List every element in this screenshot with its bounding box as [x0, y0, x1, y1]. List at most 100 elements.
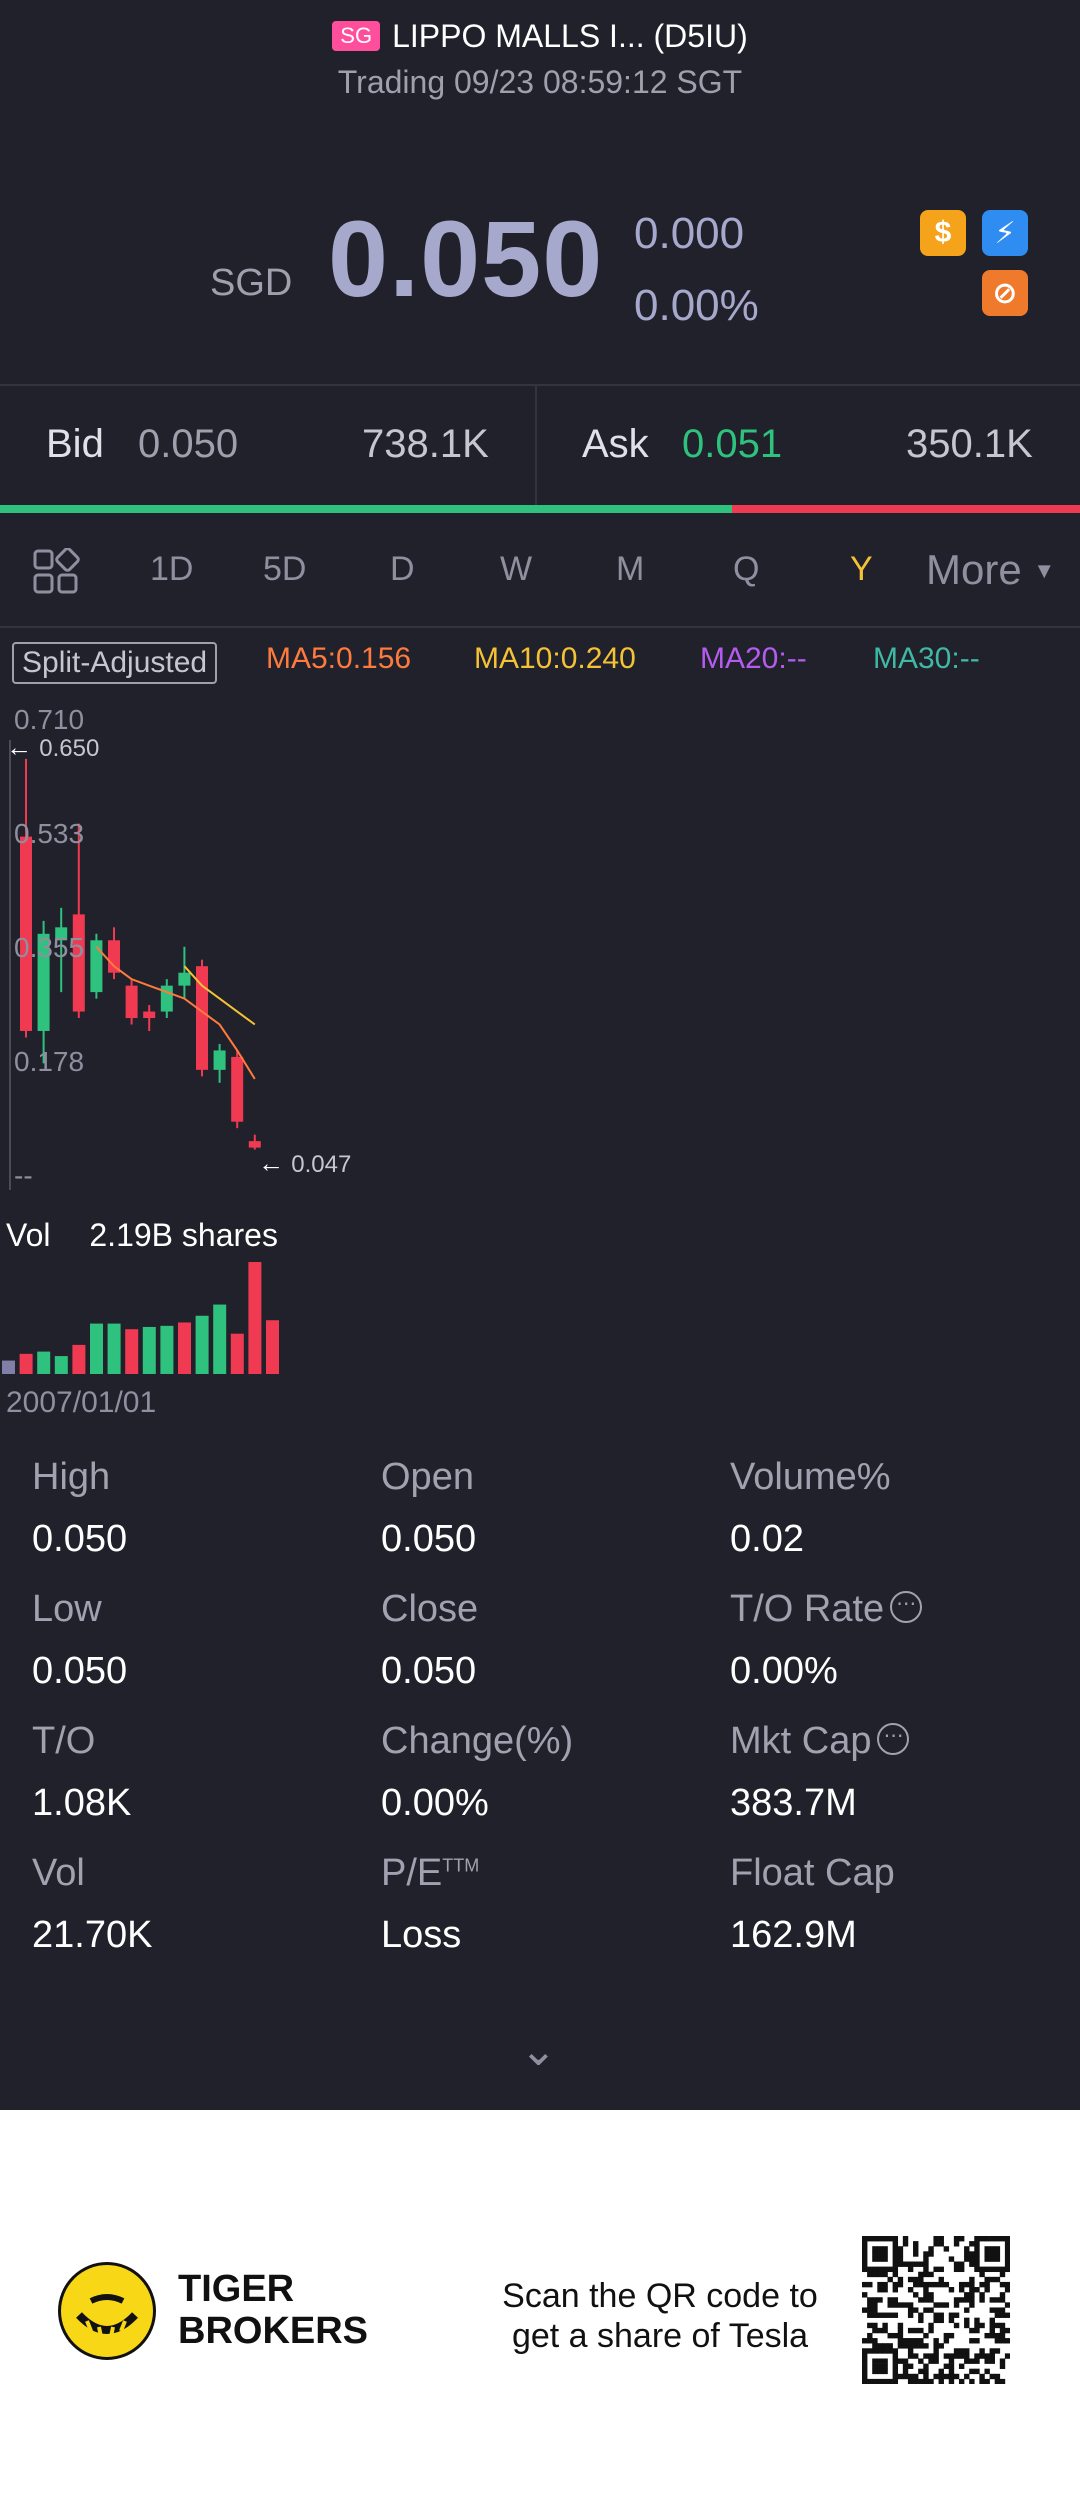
tab-more[interactable]: More ▼ [926, 546, 1055, 594]
tab-m[interactable]: M [616, 550, 645, 588]
x-axis-start-date: 2007/01/01 [6, 1386, 157, 1419]
qr-module [964, 2251, 970, 2257]
stat-label[interactable]: T/O Rate ⋯ [730, 1588, 923, 1631]
qr-module [974, 2358, 980, 2364]
stat-value: 21.70K [32, 1914, 153, 1956]
volume-value: 2.19B shares [89, 1217, 278, 1253]
volume-bar [195, 1315, 209, 1374]
qr-module [964, 2373, 970, 2380]
qr-module [948, 2368, 955, 2375]
qr-module [948, 2312, 955, 2318]
dollar-icon[interactable]: $ [920, 210, 966, 256]
qr-module [984, 2353, 990, 2359]
qr-module [979, 2266, 985, 2273]
qr-module [877, 2297, 883, 2303]
qr-module [974, 2261, 980, 2267]
qr-module [984, 2287, 990, 2293]
qr-module [938, 2368, 944, 2375]
qr-module [938, 2236, 944, 2242]
qr-module [933, 2353, 939, 2359]
qr-module [872, 2322, 878, 2329]
tab-q[interactable]: Q [733, 550, 760, 588]
qr-module [953, 2312, 960, 2318]
qr-module [948, 2373, 955, 2380]
qr-module [1004, 2327, 1010, 2334]
qr-module [999, 2307, 1006, 2313]
promo-line-1: Scan the QR code to [502, 2277, 818, 2315]
qr-module [928, 2358, 934, 2364]
tab-5d[interactable]: 5D [263, 550, 307, 588]
split-adjusted-button[interactable]: Split-Adjusted [12, 642, 218, 684]
qr-module [1004, 2281, 1010, 2288]
info-icon[interactable]: ⋯ [890, 1590, 923, 1623]
qr-module [892, 2312, 899, 2318]
volume-bar [72, 1344, 86, 1374]
qr-module [897, 2256, 904, 2262]
candle-body [143, 1011, 156, 1019]
qr-module [933, 2348, 939, 2354]
lightning-icon[interactable]: ⚡ [982, 210, 1028, 256]
qr-module [933, 2236, 939, 2242]
volume-bar [90, 1323, 103, 1374]
qr-module [948, 2256, 955, 2262]
grid-layout-icon[interactable] [32, 547, 80, 596]
qr-module [918, 2343, 924, 2349]
candle-body [160, 985, 173, 1012]
qr-module [994, 2322, 1001, 2329]
info-icon[interactable]: ⋯ [877, 1722, 910, 1755]
qr-module [897, 2302, 904, 2308]
qr-module [964, 2322, 970, 2329]
qr-module [918, 2312, 924, 2318]
qr-module [1004, 2261, 1010, 2267]
tab-d[interactable]: D [390, 550, 415, 588]
qr-module [933, 2302, 939, 2308]
qr-module [897, 2322, 904, 2329]
qr-module [994, 2276, 1001, 2283]
qr-module [897, 2373, 904, 2380]
qr-module [938, 2302, 944, 2308]
qr-module [892, 2281, 899, 2288]
bid-size: 738.1K [362, 422, 489, 466]
qr-module [994, 2338, 1001, 2344]
qr-module [913, 2373, 919, 2380]
qr-module [902, 2241, 909, 2247]
qr-module [872, 2343, 878, 2349]
stat-label: Open [381, 1456, 474, 1499]
qr-module [953, 2297, 960, 2303]
qr-module [989, 2266, 995, 2273]
qr-module [907, 2363, 914, 2369]
qr-module [882, 2246, 888, 2252]
tab-1d[interactable]: 1D [150, 550, 194, 588]
qr-module [882, 2327, 888, 2334]
qr-module [918, 2261, 924, 2267]
qr-module [958, 2378, 965, 2384]
qr-module [867, 2378, 873, 2384]
qr-module [928, 2292, 934, 2298]
qr-module [943, 2332, 950, 2339]
stat-label: Change(%) [381, 1720, 573, 1763]
candlestick-chart[interactable] [0, 690, 1080, 1210]
qr-module [887, 2348, 893, 2354]
qr-module [958, 2353, 965, 2359]
qr-module [892, 2332, 899, 2339]
qr-module [918, 2378, 924, 2384]
tab-w[interactable]: W [500, 550, 533, 588]
stat-label: P/ETTM [381, 1852, 479, 1895]
stat-label[interactable]: Mkt Cap ⋯ [730, 1720, 910, 1763]
qr-module [923, 2261, 929, 2267]
qr-module [933, 2373, 939, 2380]
qr-module [902, 2302, 909, 2308]
qr-module [958, 2363, 965, 2369]
qr-module [918, 2327, 924, 2334]
qr-module [897, 2251, 904, 2257]
expand-chevron-icon[interactable]: ⌄ [520, 2026, 557, 2075]
qr-module [989, 2322, 995, 2329]
orange-badge-icon[interactable]: ⊘ [982, 270, 1028, 316]
qr-module [867, 2297, 873, 2303]
volume-chart[interactable] [0, 1258, 300, 1378]
last-price: 0.050 [328, 198, 604, 319]
stock-title: SG LIPPO MALLS I... (D5IU) [0, 18, 1080, 55]
qr-module [882, 2348, 888, 2354]
tab-y[interactable]: Y [850, 550, 873, 588]
qr-module [877, 2251, 883, 2257]
